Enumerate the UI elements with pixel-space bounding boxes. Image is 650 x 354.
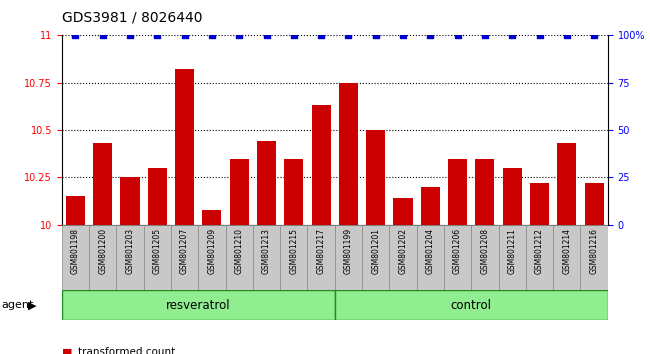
Point	[507, 33, 517, 38]
Bar	[389, 225, 417, 290]
Text: GSM801206: GSM801206	[453, 228, 462, 274]
Bar	[580, 225, 608, 290]
Bar	[253, 225, 280, 290]
Point	[125, 33, 135, 38]
Point	[562, 33, 572, 38]
Bar	[421, 187, 440, 225]
Bar	[553, 225, 580, 290]
Point	[343, 33, 354, 38]
Point	[398, 33, 408, 38]
Bar	[120, 177, 140, 225]
Bar	[448, 159, 467, 225]
Point	[589, 33, 599, 38]
Bar	[362, 225, 389, 290]
Bar	[280, 225, 307, 290]
Bar	[229, 159, 249, 225]
Bar	[393, 198, 413, 225]
Bar	[499, 225, 526, 290]
Bar	[335, 290, 608, 320]
Bar	[444, 225, 471, 290]
Text: ▶: ▶	[28, 300, 36, 310]
Text: GSM801215: GSM801215	[289, 228, 298, 274]
Bar	[66, 196, 85, 225]
Bar	[311, 105, 331, 225]
Point	[234, 33, 244, 38]
Bar	[366, 130, 385, 225]
Bar	[335, 225, 362, 290]
Point	[534, 33, 545, 38]
Text: GSM801207: GSM801207	[180, 228, 189, 274]
Text: GSM801201: GSM801201	[371, 228, 380, 274]
Bar	[226, 225, 253, 290]
Point	[480, 33, 490, 38]
Text: GSM801211: GSM801211	[508, 228, 517, 274]
Bar	[475, 159, 495, 225]
Bar	[502, 168, 522, 225]
Text: GDS3981 / 8026440: GDS3981 / 8026440	[62, 11, 202, 25]
Bar	[202, 210, 222, 225]
Bar	[339, 83, 358, 225]
Text: GSM801217: GSM801217	[317, 228, 326, 274]
Bar	[257, 142, 276, 225]
Bar	[530, 183, 549, 225]
Bar	[62, 225, 89, 290]
Point	[425, 33, 436, 38]
Bar	[93, 143, 112, 225]
Point	[289, 33, 299, 38]
Bar	[144, 225, 171, 290]
Bar	[284, 159, 304, 225]
Text: resveratrol: resveratrol	[166, 299, 231, 312]
Bar	[417, 225, 444, 290]
Bar	[198, 225, 226, 290]
Point	[152, 33, 162, 38]
Point	[370, 33, 381, 38]
Text: ■: ■	[62, 347, 72, 354]
Bar	[171, 225, 198, 290]
Text: GSM801210: GSM801210	[235, 228, 244, 274]
Text: GSM801198: GSM801198	[71, 228, 80, 274]
Bar	[116, 225, 144, 290]
Point	[452, 33, 463, 38]
Point	[98, 33, 108, 38]
Text: GSM801199: GSM801199	[344, 228, 353, 274]
Point	[179, 33, 190, 38]
Text: transformed count: transformed count	[78, 347, 176, 354]
Bar	[526, 225, 553, 290]
Text: GSM801208: GSM801208	[480, 228, 489, 274]
Bar	[307, 225, 335, 290]
Bar	[148, 168, 167, 225]
Bar	[471, 225, 499, 290]
Bar	[89, 225, 116, 290]
Bar	[62, 290, 335, 320]
Text: GSM801214: GSM801214	[562, 228, 571, 274]
Text: agent: agent	[1, 300, 34, 310]
Text: GSM801216: GSM801216	[590, 228, 599, 274]
Text: control: control	[450, 299, 492, 312]
Bar	[175, 69, 194, 225]
Text: GSM801205: GSM801205	[153, 228, 162, 274]
Text: GSM801200: GSM801200	[98, 228, 107, 274]
Point	[70, 33, 81, 38]
Point	[207, 33, 217, 38]
Point	[261, 33, 272, 38]
Text: GSM801212: GSM801212	[535, 228, 544, 274]
Text: GSM801202: GSM801202	[398, 228, 408, 274]
Bar	[584, 183, 604, 225]
Point	[316, 33, 326, 38]
Text: GSM801203: GSM801203	[125, 228, 135, 274]
Bar	[557, 143, 577, 225]
Text: GSM801213: GSM801213	[262, 228, 271, 274]
Text: GSM801209: GSM801209	[207, 228, 216, 274]
Text: GSM801204: GSM801204	[426, 228, 435, 274]
